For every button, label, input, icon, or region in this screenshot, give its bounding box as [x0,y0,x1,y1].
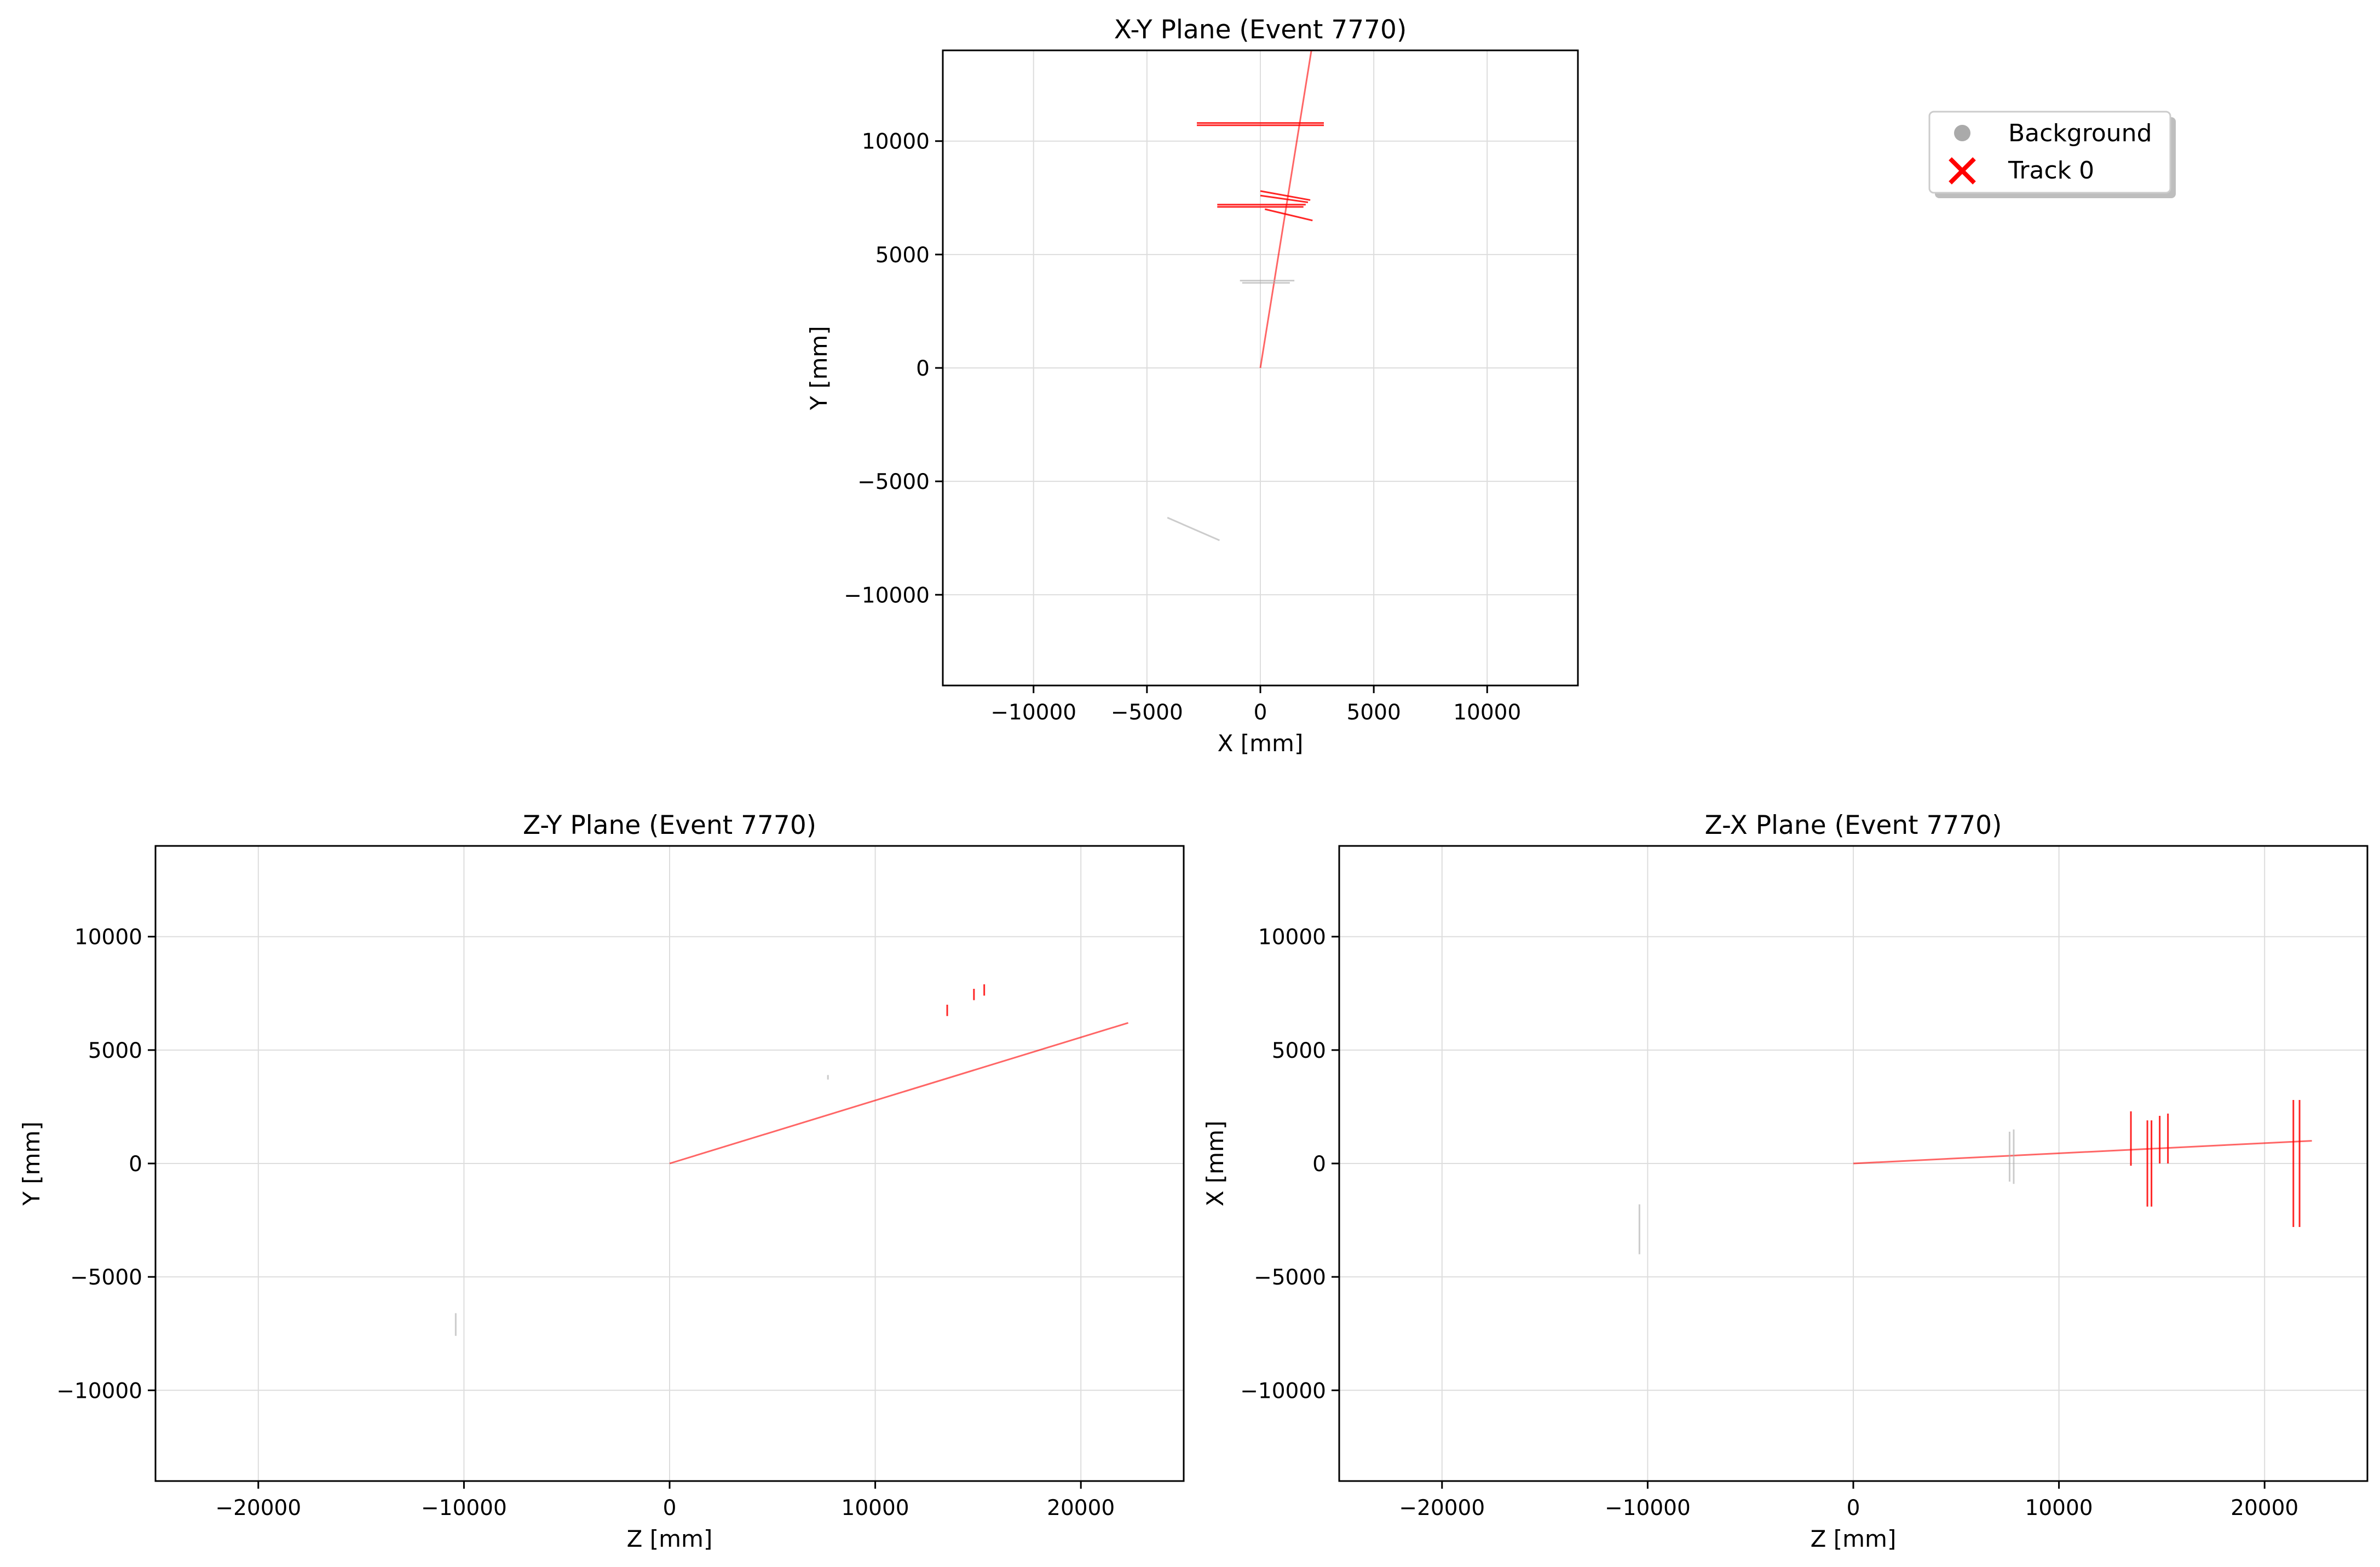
zx-plane-panel: −20000 −10000 0 10000 20000 −10000 −5000 0 5000 1… [1202,810,2369,1552]
xy-y-tick-label: −10000 [844,583,930,608]
zx-y-tick-label: 10000 [1258,925,1326,950]
xy-track-hit [1264,208,1313,222]
xy-track-line [1259,50,1312,368]
zy-x-tick-label: 0 [663,1496,677,1520]
xy-y-axis-label: Y [mm] [805,326,832,411]
legend-label-track: Track 0 [2008,157,2094,185]
xy-plane-title: X-Y Plane (Event 7770) [1114,15,1407,45]
zy-track-line [669,1022,1129,1165]
xy-x-tick-label: 0 [1254,700,1267,725]
xy-x-axis-label: X [mm] [1218,730,1304,757]
zy-y-tick-label: 10000 [74,925,142,950]
zx-x-tick-label: 10000 [2025,1496,2093,1520]
zy-x-tick-label: 10000 [842,1496,909,1520]
zx-x-tick-label: −10000 [1605,1496,1691,1520]
xy-ticks: −10000 −5000 0 5000 10000 −10000 −5000 0 5000 100… [844,130,1521,725]
zy-x-tick-label: −10000 [421,1496,507,1520]
xy-y-tick-label: 5000 [875,243,930,268]
xy-grid [943,50,1578,685]
xy-x-tick-label: 10000 [1453,700,1521,725]
zy-x-tick-label: 20000 [1047,1496,1115,1520]
zy-y-axis-label: Y [mm] [18,1121,45,1206]
zx-ticks: −20000 −10000 0 10000 20000 −10000 −5000 0 5000 1… [1240,925,2298,1520]
zy-data [454,984,1129,1336]
xy-x-tick-label: 5000 [1347,700,1401,725]
legend-box [1928,111,2171,194]
zx-y-tick-label: −10000 [1240,1379,1326,1403]
zx-x-tick-label: 0 [1847,1496,1860,1520]
xy-x-tick-label: −5000 [1111,700,1183,725]
xy-plane-panel: −10000 −5000 0 5000 10000 −10000 −5000 0 5000 100… [805,15,1579,757]
zy-y-tick-label: −5000 [70,1265,142,1290]
xy-track-hit [1260,194,1309,204]
zx-y-tick-label: 0 [1312,1152,1326,1177]
zx-y-axis-label: X [mm] [1202,1121,1229,1207]
zy-y-tick-label: 0 [129,1152,142,1177]
zy-y-tick-label: 5000 [88,1039,142,1063]
zx-data [1638,1100,2312,1254]
zy-ticks: −20000 −10000 0 10000 20000 −10000 −5000 0 5000 1… [56,925,1115,1520]
xy-background-hit [1167,517,1220,541]
zy-plane-panel: −20000 −10000 0 10000 20000 −10000 −5000 0 5000 1… [18,810,1185,1552]
zx-x-axis-label: Z [mm] [1811,1525,1897,1552]
xy-y-tick-label: 0 [916,356,930,381]
background-marker-icon [1954,125,1970,141]
zx-track-line [1853,1140,2312,1165]
zx-x-tick-label: −20000 [1399,1496,1485,1520]
xy-y-tick-label: 10000 [862,130,930,154]
xy-y-tick-label: −5000 [857,470,930,494]
zy-x-tick-label: −20000 [215,1496,301,1520]
xy-x-tick-label: −10000 [990,700,1076,725]
xy-track-hit [1260,190,1311,201]
zy-plane-title: Z-Y Plane (Event 7770) [523,810,816,840]
track-marker-icon [1949,157,1976,185]
xy-data [1167,50,1324,541]
zy-x-axis-label: Z [mm] [627,1525,713,1552]
zy-y-tick-label: −10000 [56,1379,142,1403]
zx-y-tick-label: −5000 [1254,1265,1326,1290]
zx-x-tick-label: 20000 [2231,1496,2298,1520]
zx-y-tick-label: 5000 [1272,1039,1326,1063]
legend: Background Track 0 [1928,111,2176,198]
legend-label-background: Background [2008,119,2152,147]
zx-plane-title: Z-X Plane (Event 7770) [1705,810,2002,840]
